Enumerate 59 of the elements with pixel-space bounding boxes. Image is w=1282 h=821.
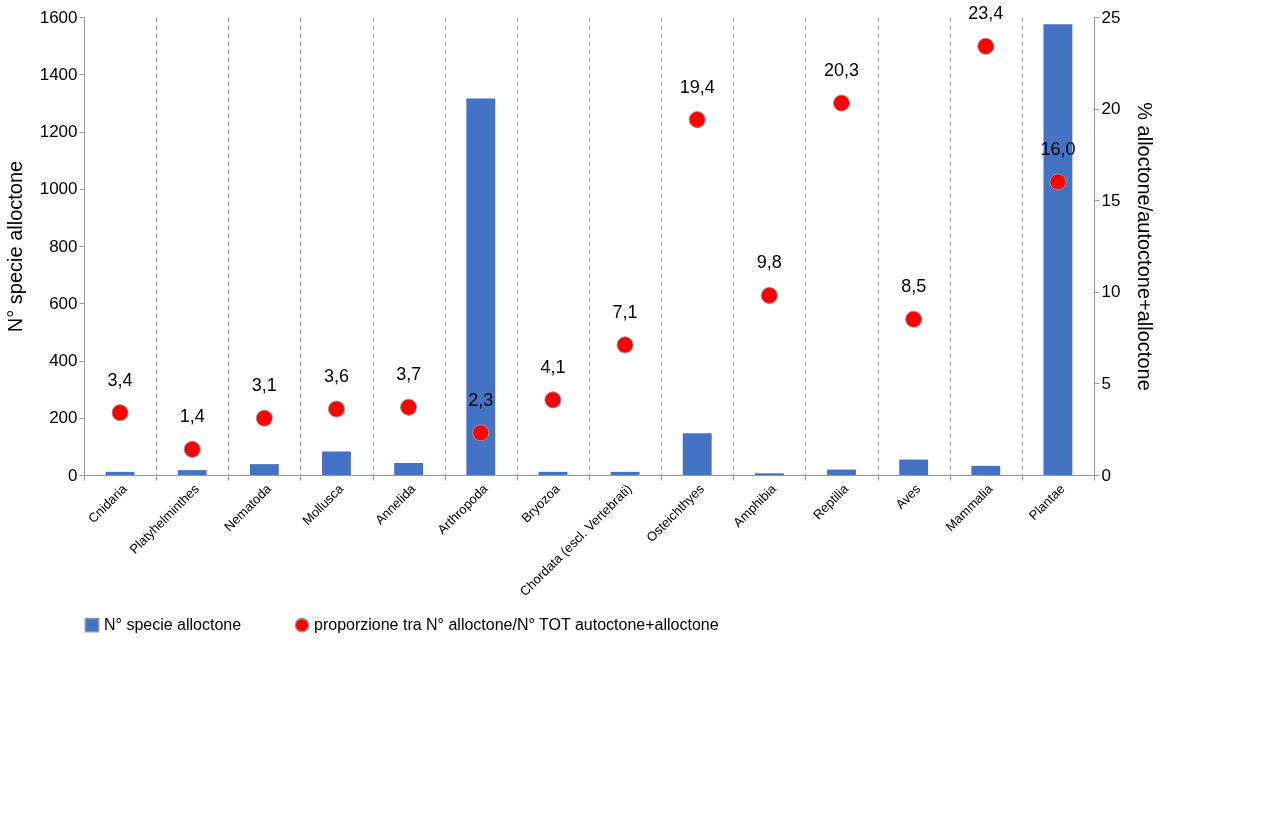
point — [472, 424, 490, 442]
bar — [466, 98, 496, 475]
point — [544, 391, 562, 409]
y-tick-label: 800 — [49, 236, 78, 256]
data-label: 23,4 — [968, 3, 1004, 24]
data-label: 8,5 — [901, 276, 927, 297]
point — [688, 111, 706, 129]
y2-tick-label: 15 — [1101, 190, 1121, 210]
bar — [177, 470, 207, 475]
y-tick-label: 400 — [49, 351, 78, 370]
data-label: 20,3 — [823, 60, 860, 81]
y2-tick-label: 5 — [1101, 373, 1111, 393]
point — [977, 37, 995, 55]
y2-axis-title: % alloctone/autoctone+alloctone — [1134, 102, 1157, 391]
bar — [682, 433, 712, 475]
point — [760, 286, 778, 305]
bar — [610, 471, 640, 475]
data-label: 3,6 — [323, 366, 350, 387]
y-axis-title: N° specie alloctone — [3, 160, 26, 333]
y2-tick-label: 10 — [1101, 282, 1121, 302]
point — [255, 409, 273, 427]
data-label: 3,4 — [107, 369, 133, 390]
y-tick-label: 1600 — [39, 7, 78, 27]
point — [616, 336, 634, 354]
bar — [1043, 24, 1073, 475]
bar — [105, 471, 135, 475]
legend-label: proporzione tra N° alloctone/N° TOT autoctone+alloctone — [314, 616, 719, 634]
data-label: 3,1 — [251, 375, 277, 396]
y-tick-label: 200 — [49, 408, 78, 428]
bar — [827, 469, 856, 475]
point — [183, 440, 201, 458]
data-label: 9,8 — [756, 252, 782, 273]
y-tick-label: 1000 — [39, 179, 78, 199]
data-label: 2,3 — [468, 389, 494, 410]
legend-label: N° specie alloctone — [104, 616, 242, 634]
bar — [394, 462, 424, 475]
bar — [899, 459, 929, 475]
bar — [322, 451, 351, 475]
y2-tick-label: 25 — [1101, 7, 1121, 27]
data-label: 19,4 — [679, 76, 715, 97]
point — [111, 404, 129, 422]
data-label: 1,4 — [179, 406, 205, 427]
y2-tick-label: 20 — [1101, 99, 1121, 119]
y-tick-label: 1200 — [39, 122, 78, 141]
point — [832, 94, 851, 112]
y2-tick-label: 0 — [1101, 465, 1111, 485]
point — [400, 398, 418, 416]
bar — [538, 471, 568, 475]
y-tick-label: 600 — [49, 293, 78, 313]
data-label: 3,7 — [396, 364, 422, 385]
y-tick-label: 0 — [68, 465, 78, 485]
data-label: 7,1 — [612, 301, 638, 322]
bar — [249, 464, 279, 475]
data-label: 4,1 — [540, 356, 566, 377]
point — [327, 400, 346, 418]
bar — [971, 465, 1001, 475]
y-tick-label: 1400 — [39, 64, 78, 84]
point — [1049, 173, 1067, 191]
point — [905, 310, 923, 328]
